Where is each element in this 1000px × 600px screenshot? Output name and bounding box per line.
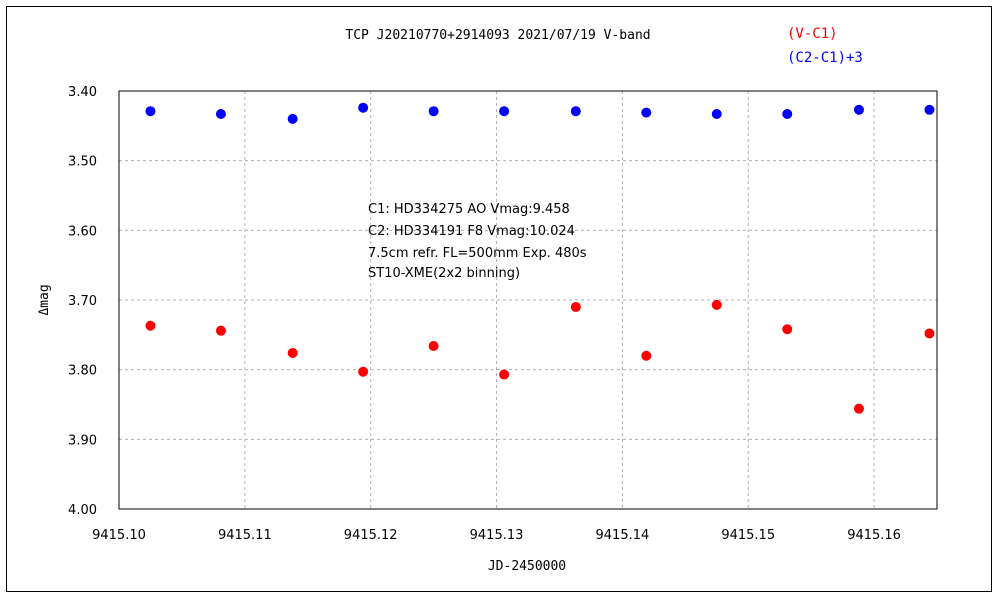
- data-point: [215, 108, 226, 119]
- y-tick-label: 3.50: [68, 155, 97, 170]
- x-tick-label: 9415.14: [596, 528, 650, 543]
- data-point: [499, 369, 510, 380]
- data-point: [215, 325, 226, 336]
- x-tick-label: 9415.13: [470, 528, 524, 543]
- data-point: [428, 106, 439, 117]
- annotation-c1: C1: HD334275 AO Vmag:9.458: [368, 202, 570, 217]
- data-point: [924, 104, 935, 115]
- data-point: [924, 328, 935, 339]
- data-point: [570, 301, 581, 312]
- data-point: [853, 104, 864, 115]
- y-tick-label: 4.00: [68, 503, 97, 518]
- x-tick-label: 9415.16: [847, 528, 901, 543]
- x-tick-label: 9415.15: [721, 528, 775, 543]
- chart-title: TCP J20210770+2914093 2021/07/19 V-band: [345, 28, 650, 43]
- y-tick-label: 3.80: [68, 364, 97, 379]
- data-point: [287, 347, 298, 358]
- x-axis-ticks: 9415.10 9415.11 9415.12 9415.13 9415.14 9415.…: [92, 528, 901, 543]
- y-tick-label: 3.60: [68, 224, 97, 239]
- chart-frame: [6, 6, 992, 592]
- plot-area: [118, 90, 938, 510]
- y-axis-label: Δmag: [37, 284, 52, 315]
- data-point: [641, 107, 652, 118]
- y-axis-ticks: 3.40 3.50 3.60 3.70 3.80 3.90 4.00: [68, 85, 97, 518]
- data-point: [287, 113, 298, 124]
- series-0: [145, 299, 935, 414]
- x-axis-label: JD-2450000: [488, 559, 566, 574]
- x-tick-label: 9415.11: [218, 528, 272, 543]
- series-1: [145, 102, 935, 124]
- data-point: [145, 106, 156, 117]
- data-point: [358, 366, 369, 377]
- data-point: [428, 340, 439, 351]
- grid-lines: [119, 91, 937, 509]
- legend-entry-v-c1: (V-C1): [787, 26, 838, 42]
- data-point: [358, 102, 369, 113]
- y-tick-label: 3.40: [68, 85, 97, 100]
- x-tick-label: 9415.10: [92, 528, 146, 543]
- data-point: [853, 403, 864, 414]
- y-tick-label: 3.70: [68, 294, 97, 309]
- data-point: [711, 108, 722, 119]
- annotation-telescope: 7.5cm refr. FL=500mm Exp. 480s: [368, 246, 587, 261]
- data-point: [499, 106, 510, 117]
- data-points: [145, 102, 935, 414]
- annotation-camera: ST10-XME(2x2 binning): [368, 266, 520, 281]
- y-tick-label: 3.90: [68, 433, 97, 448]
- legend-entry-c2-c1: (C2-C1)+3: [787, 50, 863, 66]
- data-point: [641, 350, 652, 361]
- data-point: [782, 324, 793, 335]
- data-point: [711, 299, 722, 310]
- x-tick-label: 9415.12: [344, 528, 398, 543]
- annotation-c2: C2: HD334191 F8 Vmag:10.024: [368, 224, 575, 239]
- data-point: [782, 108, 793, 119]
- data-point: [145, 320, 156, 331]
- data-point: [570, 106, 581, 117]
